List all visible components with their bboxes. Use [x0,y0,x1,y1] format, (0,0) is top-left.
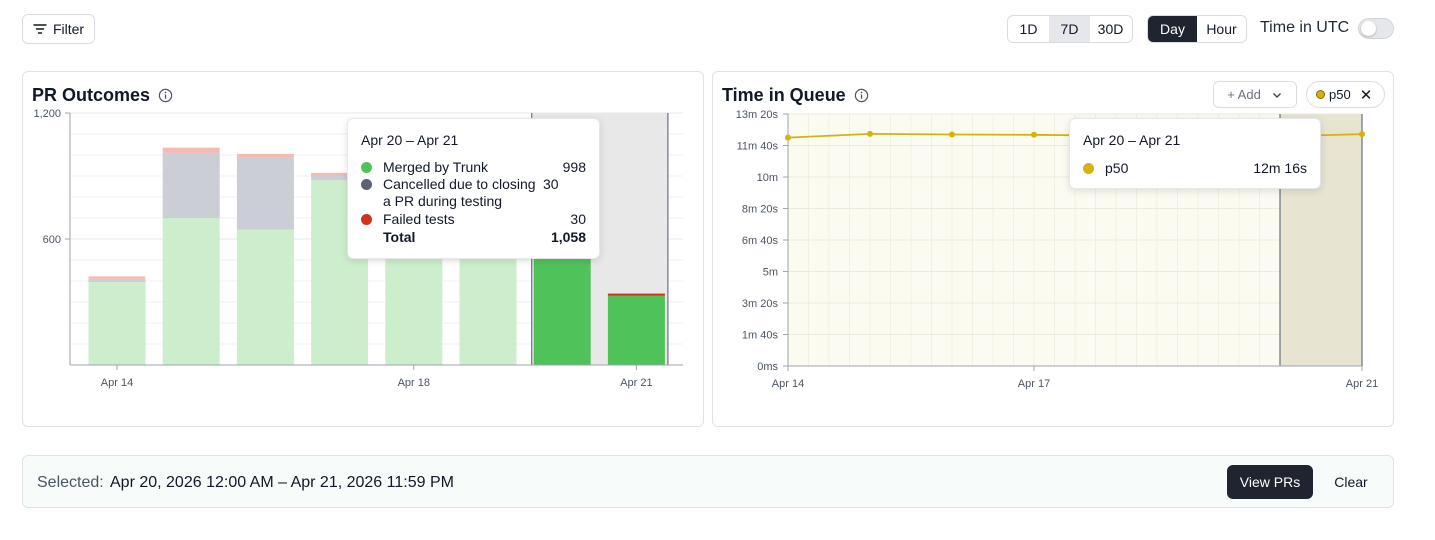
x-tick-label: Apr 17 [1018,378,1050,390]
metric-chip-p50[interactable]: p50 ✕ [1306,81,1385,108]
x-tick-label: Apr 14 [772,378,804,390]
utc-toggle-knob [1361,21,1376,36]
bar-segment [88,278,146,283]
close-icon[interactable]: ✕ [1359,86,1373,104]
tooltip-title: Apr 20 – Apr 21 [361,132,459,148]
p50-data-point [1359,131,1365,138]
range-selector: 1D 7D 30D [1007,15,1133,43]
time-in-queue-chart[interactable]: 0ms 1m 40s 3m 20s 5m 6m 40s 8m 20s 10m 11m 40s 1… [0,0,1435,400]
filter-icon [33,24,47,34]
selection-value: Apr 20, 2026 12:00 AM – Apr 21, 2026 11:… [110,474,454,491]
p50-data-point [1031,131,1037,138]
x-tick-label: Apr 21 [1346,378,1378,390]
tooltip-row-cancelled: Cancelled due to closing a PR during tes… [361,176,586,210]
metric-chip-label: p50 [1329,87,1351,102]
y-tick-label: 1,200 [33,108,61,120]
bar-segment [236,157,294,230]
p50-dot-icon [1083,163,1094,174]
time-in-queue-title: Time in Queue [722,85,846,105]
y-tick-label: 13m 20s [736,109,779,121]
time-in-queue-tooltip: Apr 20 – Apr 21 p50 12m 16s [1069,118,1321,189]
bar-segment [607,293,665,296]
range-option-30d[interactable]: 30D [1097,21,1124,37]
utc-toggle[interactable] [1358,18,1394,39]
bar-segment [236,229,294,365]
tooltip-row-label: p50 [1105,160,1129,176]
tooltip-row-value: 30 [570,211,586,227]
y-tick-label: 1m 40s [742,330,779,342]
filter-label: Filter [52,21,85,37]
filter-button[interactable]: Filter [22,14,95,44]
bar-segment [311,172,369,176]
p50-data-point [949,131,955,138]
p50-dot-icon [1316,90,1325,99]
selection-bar: Selected: Apr 20, 2026 12:00 AM – Apr 21… [22,455,1394,508]
pr-outcomes-tooltip: Apr 20 – Apr 21 Merged by Trunk 998 Canc… [347,118,600,259]
clear-button[interactable]: Clear [1334,474,1368,490]
bar-segment [607,295,665,365]
utc-label: Time in UTC [1260,19,1350,36]
granularity-selector: Day Hour [1147,15,1247,43]
bar-segment [88,276,146,279]
y-tick-label: 8m 20s [742,204,779,216]
tooltip-row-label: Merged by Trunk [383,159,489,175]
info-icon[interactable] [158,88,173,103]
selection-label: Selected: [37,474,104,491]
cancelled-dot-icon [361,179,372,190]
p50-data-point [867,130,873,137]
time-in-queue-title-wrap: Time in Queue [722,85,869,106]
bar-segment [311,176,369,181]
pr-outcomes-title: PR Outcomes [32,85,151,105]
pr-outcomes-title-wrap: PR Outcomes [32,85,173,106]
tooltip-total-value: 1,058 [550,229,586,245]
tooltip-title: Apr 20 – Apr 21 [1083,132,1181,148]
tooltip-total-label: Total [383,229,416,245]
add-metric-label: + Add [1227,87,1261,102]
p50-data-point [785,134,791,141]
tooltip-row-failed: Failed tests 30 [361,211,586,228]
bar-segment [88,282,146,365]
y-tick-label: 10m [757,172,778,184]
granularity-option-day[interactable]: Day [1148,16,1197,42]
y-tick-label: 6m 40s [742,235,779,247]
x-tick-label: Apr 14 [101,377,133,389]
granularity-option-hour[interactable]: Hour [1206,21,1237,37]
range-option-1d[interactable]: 1D [1019,21,1038,37]
chevron-down-icon [1272,92,1281,98]
bar-segment [162,152,220,218]
y-tick-label: 0ms [757,361,778,373]
tooltip-row-value: 30 [543,176,559,192]
tooltip-row-p50: p50 12m 16s [1083,160,1307,177]
bar-segment [162,218,220,365]
tooltip-row-value: 998 [562,159,586,175]
y-tick-label: 11m 40s [737,141,779,153]
view-prs-button[interactable]: View PRs [1227,465,1313,499]
y-tick-label: 3m 20s [742,298,779,310]
tooltip-row-label: Failed tests [383,211,455,227]
failed-dot-icon [361,214,372,225]
info-icon[interactable] [854,88,869,103]
add-metric-button[interactable]: + Add [1213,81,1297,108]
bar-segment [162,147,220,153]
x-tick-label: Apr 21 [620,377,652,389]
bar-segment [236,153,294,158]
tooltip-row-total: Total 1,058 [361,229,586,246]
x-tick-label: Apr 18 [398,377,430,389]
tooltip-row-label: Cancelled due to closing a PR during tes… [383,176,536,209]
range-option-7d[interactable]: 7D [1049,16,1090,42]
tooltip-row-value: 12m 16s [1253,160,1307,176]
tooltip-row-merged: Merged by Trunk 998 [361,159,586,176]
merged-dot-icon [361,162,372,173]
y-tick-label: 600 [43,234,61,246]
y-tick-label: 5m [763,267,778,279]
